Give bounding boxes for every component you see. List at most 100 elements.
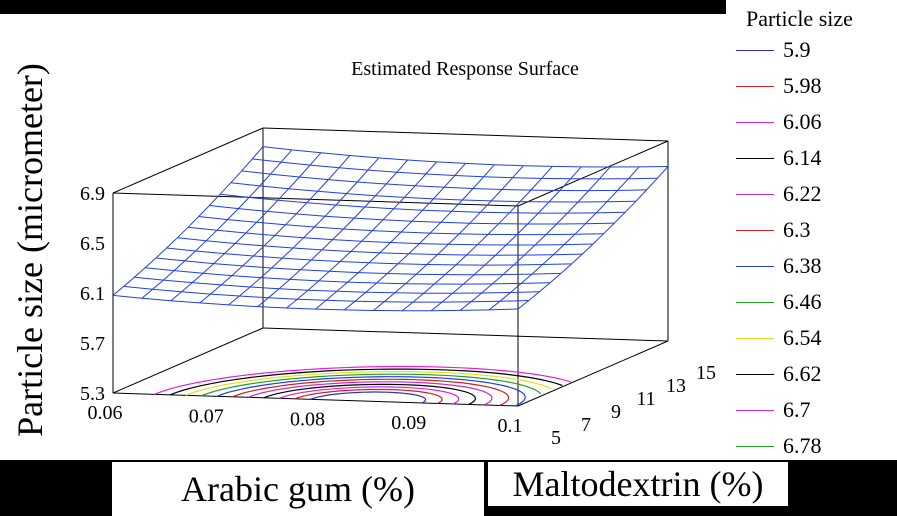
- y-tick-2: 9: [611, 401, 621, 423]
- mesh-line-y-1: [123, 285, 529, 303]
- legend-item: 6.54: [736, 324, 822, 352]
- legend-title: Particle size: [746, 6, 853, 31]
- mesh-line-x-7: [315, 163, 466, 310]
- mesh-line-y-10: [220, 193, 626, 214]
- legend-label: 6.54: [783, 325, 822, 350]
- y-tick-3: 11: [636, 388, 655, 410]
- mesh-line-x-2: [170, 152, 322, 302]
- mesh-line-x-6: [286, 161, 437, 309]
- legend-item: 6.78: [736, 432, 822, 460]
- legend: Particle size 5.9 5.98 6.06 6.14 6.22 6.3 6.38…: [726, 0, 897, 470]
- legend-swatch: [736, 157, 774, 159]
- z-tick-3: 6.5: [80, 233, 105, 255]
- y-axis-label: Maltodextrin (%): [488, 462, 788, 506]
- mesh-line-y-5: [166, 247, 572, 266]
- contour-6.14: [263, 383, 476, 405]
- x-tick-3: 0.09: [391, 412, 426, 434]
- legend-swatch: [736, 337, 774, 339]
- legend-swatch: [736, 409, 774, 411]
- box-edge-1: [112, 192, 519, 207]
- legend-item: 6.38: [736, 252, 822, 280]
- mesh-line-y-0: [112, 294, 519, 312]
- mesh-line-y-9: [209, 205, 615, 225]
- top-black-bar: [0, 0, 726, 14]
- mesh-line-y-13: [252, 158, 658, 180]
- mesh-line-y-12: [241, 170, 647, 192]
- x-tick-4: 0.1: [498, 415, 523, 437]
- legend-label: 5.9: [783, 37, 811, 62]
- contour-6.06: [279, 386, 460, 405]
- legend-swatch: [736, 85, 774, 87]
- legend-item: 6.14: [736, 144, 822, 172]
- axis-box: [112, 127, 669, 407]
- legend-item: 5.98: [736, 72, 822, 100]
- mesh-line-x-14: [517, 166, 669, 310]
- legend-item: 6.62: [736, 360, 822, 388]
- contour-6.54: [185, 371, 552, 396]
- contour-5.9: [310, 391, 427, 404]
- mesh-line-x-13: [488, 166, 640, 311]
- legend-swatch: [736, 229, 774, 231]
- box-edge-4: [517, 140, 669, 207]
- legend-label: 6.3: [783, 217, 811, 242]
- x-tick-1: 0.07: [189, 405, 224, 427]
- mesh-line-y-11: [230, 182, 636, 203]
- y-tick-4: 13: [666, 375, 686, 397]
- x-tick-0: 0.06: [88, 402, 123, 424]
- surface-mesh: [112, 146, 669, 312]
- z-tick-2: 6.1: [80, 283, 105, 305]
- legend-swatch: [736, 193, 774, 195]
- box-edge-7: [262, 127, 669, 142]
- contour-6.38: [216, 376, 526, 407]
- tick-labels: 5.3 5.7 6.1 6.5 6.9 0.06 0.07 0.08 0.09 0.1 579 11 1…: [80, 183, 716, 449]
- mesh-line-y-14: [262, 146, 669, 168]
- mesh-line-x-1: [141, 149, 293, 299]
- contour-5.98: [294, 388, 443, 404]
- z-axis-label: Particle size (micrometer): [10, 63, 50, 437]
- contour-6.46: [201, 373, 542, 397]
- legend-item: 6.06: [736, 108, 822, 136]
- contour-projection: [154, 365, 572, 407]
- contour-6.7: [154, 365, 572, 395]
- legend-item: 6.46: [736, 288, 822, 316]
- legend-swatch: [736, 121, 774, 123]
- y-tick-5: 15: [696, 362, 716, 384]
- legend-swatch: [736, 301, 774, 303]
- legend-label: 6.62: [783, 361, 822, 386]
- box-edge-3: [517, 340, 669, 407]
- legend-item: 6.22: [736, 180, 822, 208]
- legend-swatch: [736, 373, 774, 375]
- z-tick-1: 5.7: [80, 333, 105, 355]
- legend-label: 6.38: [783, 253, 822, 278]
- mesh-line-y-7: [187, 226, 594, 246]
- mesh-line-y-8: [198, 216, 604, 236]
- box-edge-6: [262, 327, 669, 342]
- legend-label: 5.98: [783, 73, 822, 98]
- x-tick-2: 0.08: [290, 409, 325, 431]
- y-tick-0: 5: [551, 427, 561, 449]
- contour-6.22: [247, 381, 493, 406]
- y-tick-1: 7: [581, 414, 591, 436]
- contour-6.62: [169, 368, 563, 396]
- legend-item: 6.7: [736, 396, 811, 424]
- legend-label: 6.14: [783, 145, 822, 170]
- mesh-line-y-6: [177, 237, 583, 256]
- box-edge-9: [112, 327, 264, 394]
- box-edge-10: [112, 127, 264, 194]
- legend-label: 6.78: [783, 433, 822, 458]
- z-tick-0: 5.3: [80, 383, 105, 405]
- box-edge-0: [112, 392, 519, 407]
- legend-label: 6.22: [783, 181, 822, 206]
- legend-item: 6.3: [736, 216, 811, 244]
- legend-label: 6.7: [783, 397, 811, 422]
- mesh-line-x-5: [257, 159, 408, 307]
- legend-swatch: [736, 445, 774, 447]
- legend-swatch: [736, 265, 774, 267]
- legend-swatch: [736, 49, 774, 51]
- legend-label: 6.46: [783, 289, 822, 314]
- contour-6.3: [232, 378, 510, 406]
- legend-label: 6.06: [783, 109, 822, 134]
- z-axis-label-box: Particle size (micrometer): [0, 0, 60, 500]
- legend-item: 5.9: [736, 36, 811, 64]
